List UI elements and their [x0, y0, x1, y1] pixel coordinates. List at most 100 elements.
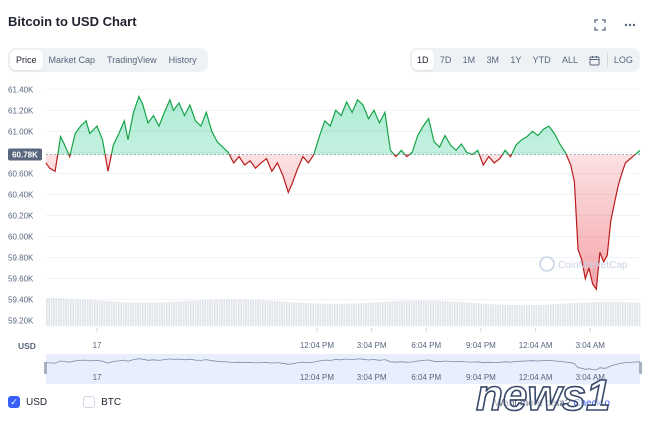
volume-bar	[50, 298, 53, 326]
volume-bar	[574, 302, 576, 326]
volume-bar	[281, 301, 283, 326]
volume-bar	[151, 302, 154, 326]
volume-bar	[166, 302, 168, 326]
navigator-tick-label: 9:04 PM	[466, 373, 496, 382]
volume-bar	[562, 303, 564, 326]
btc-checkbox[interactable]	[83, 396, 96, 408]
usd-checkbox[interactable]	[8, 396, 20, 408]
volume-bar	[547, 304, 550, 326]
tab-market-cap[interactable]: Market Cap	[48, 55, 96, 65]
volume-bar	[62, 298, 65, 326]
volume-bar	[487, 304, 490, 326]
range-ytd[interactable]: YTD	[532, 55, 551, 65]
volume-bar	[182, 301, 185, 326]
volume-bar	[499, 304, 502, 326]
volume-bar	[293, 302, 295, 326]
volume-bar	[598, 301, 600, 326]
volume-bar	[163, 302, 166, 326]
volume-bar	[240, 299, 242, 326]
volume-bar	[55, 298, 58, 326]
volume-bar	[173, 301, 175, 326]
more-data-link-text[interactable]: Check o	[573, 398, 610, 409]
range-3m[interactable]: 3M	[486, 55, 499, 65]
range-1y[interactable]: 1Y	[510, 55, 522, 65]
volume-bar	[98, 300, 101, 326]
volume-bar	[298, 302, 300, 326]
chart-type-tabs: Price Market Cap TradingView History	[8, 48, 208, 72]
volume-bar	[482, 303, 485, 326]
range-1d[interactable]: 1D	[412, 50, 434, 70]
coinmarketcap-watermark: CoinMarketCap	[539, 256, 628, 272]
volume-bar	[245, 299, 247, 326]
y-tick-label: 61.00K	[8, 127, 34, 136]
volume-bar	[199, 300, 202, 326]
volume-bar	[110, 301, 113, 326]
volume-bar	[149, 302, 151, 326]
volume-bar	[485, 303, 487, 326]
volume-bar	[238, 299, 240, 326]
volume-bar	[180, 301, 182, 326]
volume-bar	[89, 299, 91, 326]
volume-bar	[478, 303, 480, 326]
volume-bar	[302, 302, 305, 326]
range-all[interactable]: ALL	[561, 55, 578, 65]
tab-history[interactable]: History	[168, 55, 197, 65]
volume-bar	[470, 302, 473, 326]
volume-bar	[355, 303, 358, 326]
volume-bar	[607, 301, 610, 326]
more-data-prefix: Want more data?	[494, 398, 571, 409]
volume-bar	[341, 303, 343, 326]
volume-bar	[518, 305, 521, 326]
navigator-left-handle[interactable]	[44, 362, 47, 374]
tab-price[interactable]: Price	[10, 50, 43, 70]
navigator-right-handle[interactable]	[639, 362, 642, 374]
calendar-icon[interactable]	[584, 50, 605, 70]
volume-bar	[442, 301, 444, 326]
volume-bar	[559, 303, 562, 326]
volume-bar	[396, 301, 398, 326]
volume-bar	[178, 301, 180, 326]
volume-bar	[367, 302, 370, 326]
navigator-selection[interactable]	[46, 354, 640, 384]
range-divider	[606, 53, 608, 67]
volume-bar	[581, 302, 583, 326]
volume-bar	[336, 303, 338, 326]
navigator-line	[45, 358, 641, 371]
tab-tradingview[interactable]: TradingView	[107, 55, 157, 65]
more-data-link[interactable]: Want more data? Check o	[494, 398, 610, 409]
volume-bar	[74, 298, 77, 326]
range-7d[interactable]: 7D	[439, 55, 452, 65]
range-1m[interactable]: 1M	[462, 55, 476, 65]
volume-bar	[290, 302, 293, 326]
x-tick-label: 6:04 PM	[411, 341, 441, 350]
volume-bar	[266, 300, 269, 326]
volume-bar	[502, 304, 504, 326]
price-chart[interactable]: 61.40K61.20K61.00K60.80K60.60K60.40K60.2…	[0, 78, 658, 390]
volume-bar	[468, 302, 470, 326]
volume-bar	[480, 303, 482, 326]
volume-bar	[211, 299, 214, 326]
volume-bar	[276, 301, 278, 326]
volume-bar	[120, 302, 122, 326]
volume-bar	[458, 301, 461, 326]
volume-bar	[619, 301, 622, 326]
volume-bar	[144, 302, 146, 326]
y-tick-label: 61.20K	[8, 106, 34, 115]
volume-bar	[610, 301, 612, 326]
more-icon[interactable]	[624, 18, 636, 30]
volume-bar	[437, 300, 439, 326]
volume-bar	[235, 299, 238, 326]
range-navigator[interactable]: 17 12:04 PM 3:04 PM 6:04 PM 9:04 PM 12:04 AM 3…	[44, 354, 642, 384]
volume-bar	[454, 301, 456, 326]
volume-bar	[372, 302, 374, 326]
fullscreen-icon[interactable]	[594, 18, 606, 31]
volume-bar	[168, 302, 170, 326]
volume-bar	[590, 302, 593, 326]
volume-bar	[370, 302, 372, 326]
volume-bar	[154, 302, 156, 326]
volume-bar	[466, 302, 468, 326]
volume-bar	[463, 302, 466, 326]
volume-bar	[461, 302, 463, 326]
volume-bar	[473, 303, 475, 326]
log-toggle[interactable]: LOG	[613, 55, 633, 65]
